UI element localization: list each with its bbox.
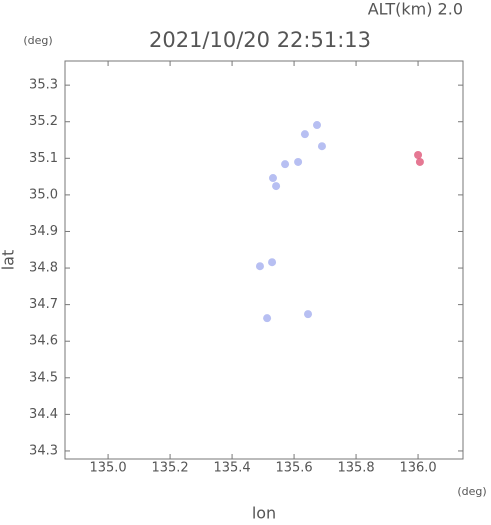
y-tick-label: 34.9 — [29, 224, 58, 239]
y-tick-label: 35.0 — [29, 187, 58, 202]
y-tick-label: 35.2 — [29, 114, 58, 129]
y-unit: (deg) — [23, 34, 52, 47]
altitude-label: ALT(km) 2.0 — [368, 0, 463, 19]
plot-frame — [64, 60, 464, 460]
x-tick-label: 135.6 — [275, 461, 312, 476]
echo-point — [272, 182, 281, 191]
echo-point — [294, 157, 303, 166]
y-tick-label: 34.6 — [29, 334, 58, 349]
echo-point — [313, 121, 322, 130]
chart-title: 2021/10/20 22:51:13 — [149, 28, 371, 52]
y-tick-label: 34.4 — [29, 407, 58, 422]
echo-point — [268, 174, 277, 183]
echo-point — [255, 262, 264, 271]
y-tick-label: 34.3 — [29, 443, 58, 458]
y-tick-label: 34.8 — [29, 261, 58, 276]
x-unit: (deg) — [457, 485, 486, 498]
y-tick-label: 34.7 — [29, 297, 58, 312]
echo-point — [281, 160, 290, 169]
x-tick-label: 135.4 — [213, 461, 250, 476]
x-axis-label: lon — [252, 504, 276, 522]
echo-point — [300, 130, 309, 139]
echo-point — [263, 314, 272, 323]
x-tick-label: 135.8 — [337, 461, 374, 476]
echo-point — [415, 157, 424, 166]
x-tick-label: 136.0 — [399, 461, 436, 476]
y-axis-label: lat — [0, 250, 18, 271]
echo-point — [414, 151, 423, 160]
y-tick-label: 35.1 — [29, 151, 58, 166]
echo-point — [317, 142, 326, 151]
echo-point — [304, 310, 313, 319]
y-tick-label: 34.5 — [29, 370, 58, 385]
x-tick-label: 135.2 — [151, 461, 188, 476]
x-tick-label: 135.0 — [89, 461, 126, 476]
echo-point — [268, 258, 277, 267]
y-tick-label: 35.3 — [29, 78, 58, 93]
